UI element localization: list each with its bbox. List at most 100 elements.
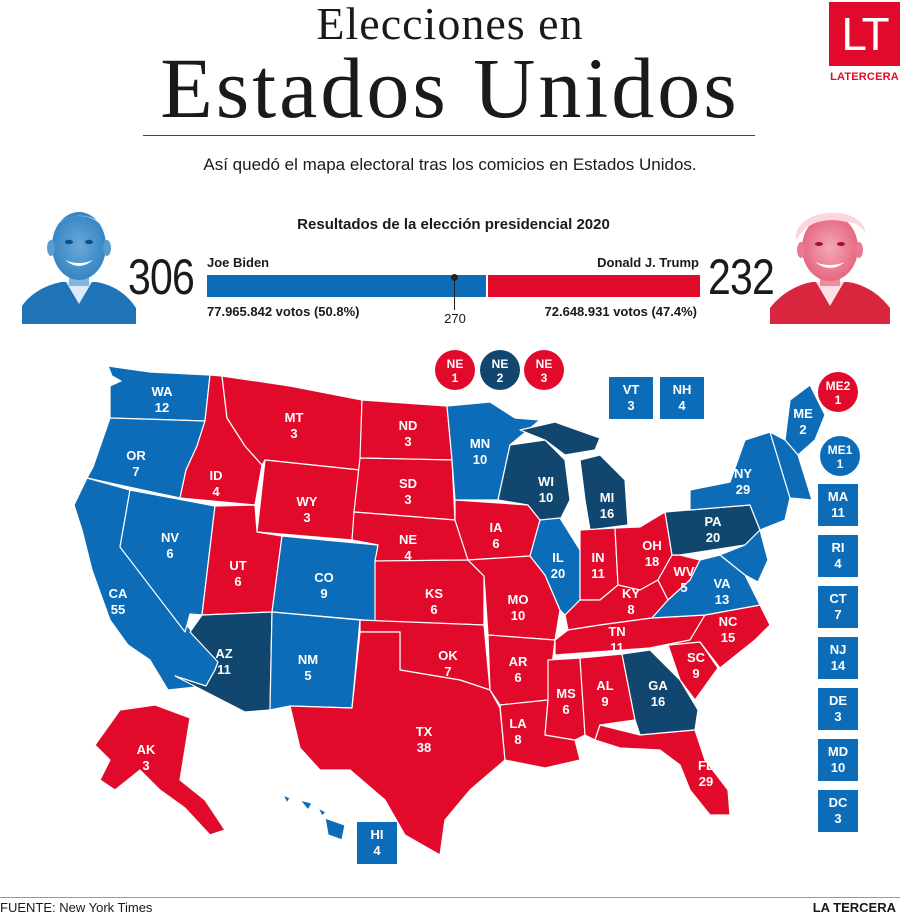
state-ev-mo: 10 — [511, 608, 525, 623]
state-HI-1 — [282, 794, 291, 804]
trump-electoral-votes: 232 — [708, 249, 775, 305]
state-ev-ny: 29 — [736, 482, 750, 497]
state-NE-small — [769, 431, 813, 501]
district-ev-3: 1 — [835, 393, 842, 407]
la-tercera-logo-text: LATERCERA — [830, 71, 899, 83]
district-ev-0: 1 — [452, 371, 459, 385]
state-label-va: VA — [713, 576, 731, 591]
trump-bar — [488, 275, 700, 297]
state-label-ky: KY — [622, 586, 640, 601]
box-ct: CT7 — [818, 586, 858, 628]
state-ev-va: 13 — [715, 592, 729, 607]
state-ev-wi: 10 — [539, 490, 553, 505]
state-label-wa: WA — [152, 384, 174, 399]
state-ev-wa: 12 — [155, 400, 169, 415]
state-label-wi: WI — [538, 474, 554, 489]
district-circle-ne-2: NE3 — [524, 350, 564, 390]
state-NC — [649, 604, 771, 669]
state-ev-sc: 9 — [692, 666, 699, 681]
threshold-marker — [454, 278, 455, 310]
district-dot-2 — [524, 350, 564, 390]
district-label-1: NE — [492, 357, 509, 371]
state-label-nd: ND — [399, 418, 418, 433]
state-ev-in: 11 — [591, 566, 605, 581]
box-de: DE3 — [818, 688, 858, 730]
state-ev-mn: 10 — [473, 452, 487, 467]
biden-electoral-votes: 306 — [128, 249, 195, 305]
state-ev-la: 8 — [514, 732, 521, 747]
state-label-il: IL — [552, 550, 564, 565]
state-FL — [594, 724, 731, 816]
state-ev-ks: 6 — [430, 602, 437, 617]
title-divider — [143, 135, 755, 136]
district-dot-1 — [480, 350, 520, 390]
state-ev-or: 7 — [132, 464, 139, 479]
box-label-nj: NJ — [830, 642, 847, 657]
box-ri: RI4 — [818, 535, 858, 577]
box-label-nh: NH — [673, 382, 692, 397]
trump-popular-votes: 72.648.931 votos (47.4%) — [544, 304, 697, 319]
state-ev-ga: 16 — [651, 694, 665, 709]
title-line-2: Estados Unidos — [160, 40, 740, 136]
state-label-in: IN — [592, 550, 605, 565]
box-rect-nh — [660, 377, 704, 419]
state-ev-nd: 3 — [404, 434, 411, 449]
box-rect-vt — [609, 377, 653, 419]
source-credit: FUENTE: New York Times — [0, 900, 153, 915]
box-ev-nj: 14 — [831, 658, 846, 673]
district-ev-1: 2 — [497, 371, 504, 385]
state-GA — [621, 649, 699, 736]
state-ev-az: 11 — [217, 662, 231, 677]
district-dot-4 — [820, 436, 860, 476]
box-rect-de — [818, 688, 858, 730]
biden-popular-votes: 77.965.842 votos (50.8%) — [207, 304, 360, 319]
threshold-label: 270 — [444, 311, 466, 326]
state-ev-wy: 3 — [303, 510, 310, 525]
state-label-ak: AK — [137, 742, 156, 757]
state-ev-id: 4 — [212, 484, 220, 499]
box-label-md: MD — [828, 744, 848, 759]
state-label-ga: GA — [648, 678, 668, 693]
state-label-ne: NE — [399, 532, 417, 547]
box-rect-ri — [818, 535, 858, 577]
state-ev-tx: 38 — [417, 740, 431, 755]
state-label-ms: MS — [556, 686, 576, 701]
box-vt: VT3 — [609, 377, 653, 419]
box-dc: DC3 — [818, 790, 858, 832]
box-ev-ct: 7 — [834, 607, 841, 622]
state-ev-oh: 18 — [645, 554, 659, 569]
district-label-4: ME1 — [828, 443, 853, 457]
box-label-hi: HI — [371, 827, 384, 842]
state-MI-UP — [519, 421, 601, 456]
state-label-nc: NC — [719, 614, 738, 629]
state-label-ca: CA — [109, 586, 128, 601]
state-HI-4 — [324, 817, 346, 841]
trump-name: Donald J. Trump — [597, 255, 699, 270]
footer-divider — [0, 897, 900, 898]
state-ev-me: 2 — [799, 422, 806, 437]
district-circle-ne-1: NE2 — [480, 350, 520, 390]
state-TX — [289, 631, 506, 856]
biden-portrait — [22, 212, 136, 324]
state-ev-il: 20 — [551, 566, 565, 581]
state-ev-ia: 6 — [492, 536, 499, 551]
state-label-mi: MI — [600, 490, 614, 505]
la-tercera-logo[interactable]: LT — [829, 2, 900, 66]
state-label-sd: SD — [399, 476, 417, 491]
state-NY — [689, 431, 791, 531]
state-ev-nv: 6 — [166, 546, 173, 561]
state-AK — [94, 704, 226, 836]
trump-portrait — [770, 212, 890, 324]
state-label-sc: SC — [687, 650, 706, 665]
state-ev-ak: 3 — [142, 758, 149, 773]
state-KS — [374, 559, 485, 626]
state-label-wv: WV — [674, 564, 695, 579]
box-ev-ma: 11 — [831, 505, 845, 520]
district-label-3: ME2 — [826, 379, 851, 393]
state-label-az: AZ — [215, 646, 232, 661]
state-label-ia: IA — [490, 520, 504, 535]
